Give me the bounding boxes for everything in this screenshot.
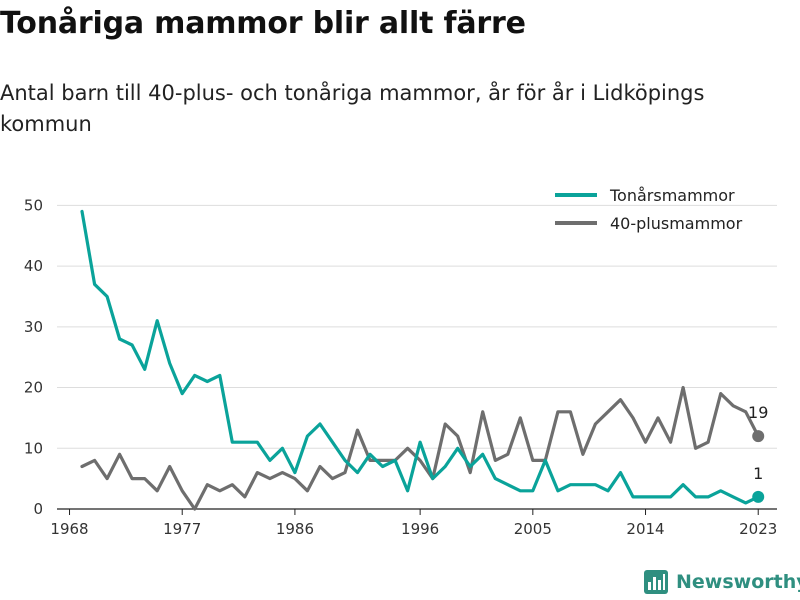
legend-label: 40-plusmammor <box>610 214 743 233</box>
bar-chart-logo-icon <box>644 570 668 594</box>
x-tick-label: 1968 <box>50 520 88 538</box>
legend: Tonårsmammor 40-plusmammor <box>555 186 743 233</box>
x-tick-label: 1977 <box>163 520 201 538</box>
40-plusmammor-line <box>80 385 760 511</box>
ton-rsmammor-line <box>80 209 760 505</box>
y-tick-label: 50 <box>24 196 43 214</box>
newsworthy-brand: Newsworthy <box>644 570 800 594</box>
x-tick-label: 2014 <box>626 520 664 538</box>
x-axis: 1968 1977 1986 1996 2005 2014 2023 <box>50 509 777 538</box>
40-plusmammor-end-point <box>752 430 765 443</box>
chart-title: Tonåriga mammor blir allt färre <box>0 6 526 41</box>
x-tick-label: 1996 <box>401 520 439 538</box>
y-tick-label: 10 <box>24 439 43 457</box>
ton-rsmammor-end-label: 1 <box>753 464 763 483</box>
x-tick-label: 2005 <box>514 520 552 538</box>
series-lines: 19 1 <box>80 209 768 511</box>
40-plusmammor-end-label: 19 <box>748 403 768 422</box>
y-gridlines <box>57 204 777 510</box>
chart-subtitle: Antal barn till 40-plus- och tonåriga ma… <box>0 81 705 136</box>
y-axis-ticks: 0 10 20 30 40 50 <box>24 196 43 518</box>
x-tick-label: 2023 <box>739 520 777 538</box>
brand-name: Newsworthy <box>676 571 800 593</box>
y-tick-label: 40 <box>24 257 43 275</box>
y-tick-label: 30 <box>24 318 43 336</box>
ton-rsmammor-end-point <box>752 490 765 503</box>
legend-label: Tonårsmammor <box>609 186 735 205</box>
y-tick-label: 20 <box>24 379 43 397</box>
x-tick-label: 1986 <box>276 520 314 538</box>
y-tick-label: 0 <box>33 500 43 518</box>
